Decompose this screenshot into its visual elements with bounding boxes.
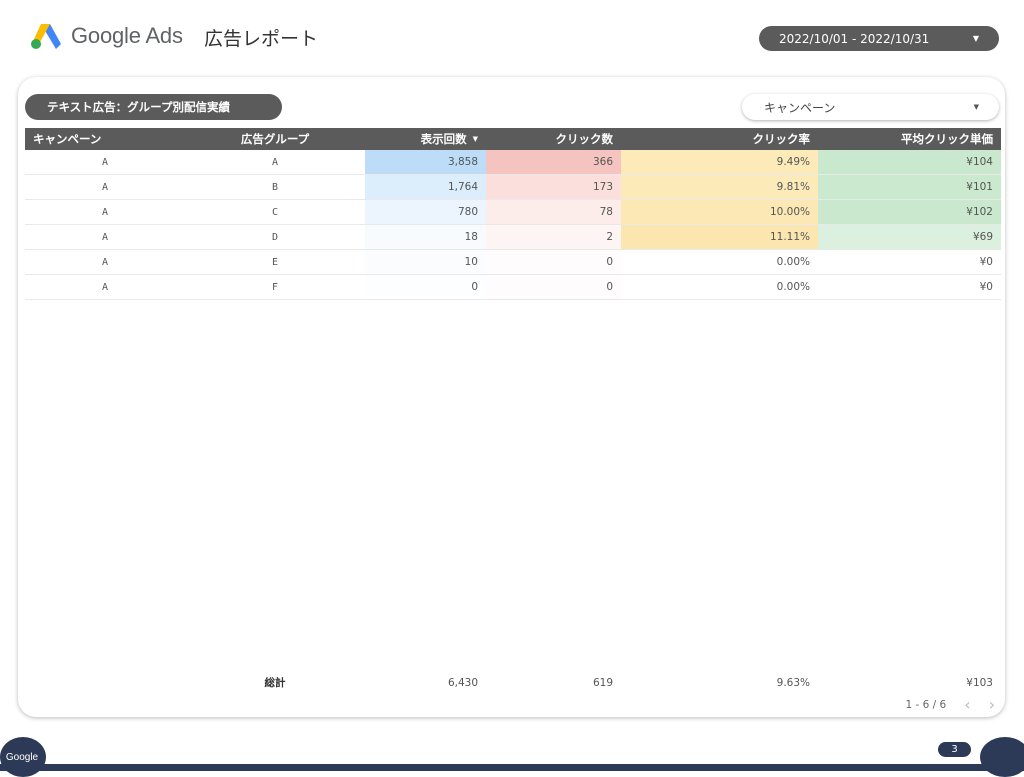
cell-ctr: 9.49%: [621, 150, 818, 174]
cell-ctr: 0.00%: [621, 250, 818, 274]
cell-campaign: A: [101, 256, 109, 268]
column-header-ctr[interactable]: クリック率: [752, 132, 811, 146]
cell-ctr: 11.11%: [621, 225, 818, 249]
table-row: A D 18 2 11.11% ¥69: [25, 225, 1001, 250]
pagination: 1 - 6 / 6 ‹ ›: [905, 697, 995, 713]
page-title: 広告レポート: [204, 28, 319, 50]
cell-avg-cpc: ¥101: [818, 175, 1001, 199]
cell-campaign: A: [101, 281, 109, 293]
caret-down-icon: ▼: [973, 103, 979, 111]
footer-bar: [0, 764, 1024, 771]
pagination-label: 1 - 6 / 6: [905, 699, 947, 711]
cell-avg-cpc: ¥104: [818, 150, 1001, 174]
totals-avg-cpc: ¥103: [966, 676, 993, 689]
date-range-selector[interactable]: 2022/10/01 - 2022/10/31 ▼: [759, 26, 999, 51]
report-table: キャンペーン 広告グループ 表示回数 ▼ クリック数 クリック率 平均クリック単…: [25, 128, 1001, 300]
cell-clicks: 0: [486, 275, 621, 299]
cell-ad-group: A: [271, 156, 279, 168]
campaign-filter-dropdown[interactable]: キャンペーン ▼: [742, 94, 999, 120]
cell-ad-group: C: [271, 206, 279, 218]
cell-avg-cpc: ¥0: [818, 250, 1001, 274]
column-header-impressions[interactable]: 表示回数 ▼: [365, 128, 486, 150]
cell-campaign: A: [101, 206, 109, 218]
totals-ctr: 9.63%: [776, 676, 810, 689]
cell-ad-group: B: [271, 181, 279, 193]
table-body: A A 3,858 366 9.49% ¥104 A B 1,764 173 9.81% ¥101 A C…: [25, 150, 1001, 300]
google-badge: Google: [0, 737, 46, 777]
table-row: A E 10 0 0.00% ¥0: [25, 250, 1001, 275]
cell-campaign: A: [101, 231, 109, 243]
column-header-campaign[interactable]: キャンペーン: [33, 132, 102, 146]
campaign-filter-label: キャンペーン: [764, 100, 836, 115]
cell-impressions: 0: [365, 275, 486, 299]
cell-clicks: 0: [486, 250, 621, 274]
cell-ctr: 10.00%: [621, 200, 818, 224]
cell-clicks: 78: [486, 200, 621, 224]
cell-impressions: 780: [365, 200, 486, 224]
totals-clicks: 619: [592, 676, 613, 689]
cell-campaign: A: [101, 181, 109, 193]
cell-avg-cpc: ¥0: [818, 275, 1001, 299]
cell-avg-cpc: ¥102: [818, 200, 1001, 224]
table-row: A C 780 78 10.00% ¥102: [25, 200, 1001, 225]
cell-impressions: 1,764: [365, 175, 486, 199]
totals-row: 総計 6,430 619 9.63% ¥103: [25, 675, 1001, 690]
caret-down-icon: ▼: [972, 34, 979, 43]
chevron-right-icon[interactable]: ›: [988, 695, 995, 714]
cell-ad-group: F: [271, 281, 279, 293]
totals-impressions: 6,430: [447, 676, 478, 689]
footer-corner-decoration: [980, 737, 1024, 777]
cell-ad-group: E: [271, 256, 279, 268]
table-header: キャンペーン 広告グループ 表示回数 ▼ クリック数 クリック率 平均クリック単…: [25, 128, 1001, 150]
cell-impressions: 18: [365, 225, 486, 249]
chevron-left-icon[interactable]: ‹: [964, 695, 971, 714]
cell-ctr: 9.81%: [621, 175, 818, 199]
cell-impressions: 10: [365, 250, 486, 274]
table-row: A F 0 0 0.00% ¥0: [25, 275, 1001, 300]
report-card: テキスト広告：グループ別配信実績 キャンペーン ▼ キャンペーン 広告グループ …: [18, 77, 1005, 717]
cell-ctr: 0.00%: [621, 275, 818, 299]
page-number: 3: [938, 742, 971, 757]
cell-ad-group: D: [271, 231, 279, 243]
cell-clicks: 173: [486, 175, 621, 199]
google-ads-logo-icon: [31, 24, 61, 49]
cell-clicks: 2: [486, 225, 621, 249]
cell-avg-cpc: ¥69: [818, 225, 1001, 249]
column-header-clicks[interactable]: クリック数: [555, 132, 614, 146]
table-row: A A 3,858 366 9.49% ¥104: [25, 150, 1001, 175]
brand-name: Google Ads: [71, 23, 183, 48]
column-header-ad-group[interactable]: 広告グループ: [240, 132, 310, 146]
column-header-impressions-label: 表示回数: [420, 132, 467, 146]
column-header-avg-cpc[interactable]: 平均クリック単価: [901, 132, 993, 146]
totals-label: 総計: [264, 677, 286, 689]
table-row: A B 1,764 173 9.81% ¥101: [25, 175, 1001, 200]
date-range-label: 2022/10/01 - 2022/10/31: [779, 31, 930, 46]
cell-impressions: 3,858: [365, 150, 486, 174]
sort-desc-icon: ▼: [472, 135, 478, 143]
cell-clicks: 366: [486, 150, 621, 174]
card-title: テキスト広告：グループ別配信実績: [25, 94, 282, 120]
cell-campaign: A: [101, 156, 109, 168]
